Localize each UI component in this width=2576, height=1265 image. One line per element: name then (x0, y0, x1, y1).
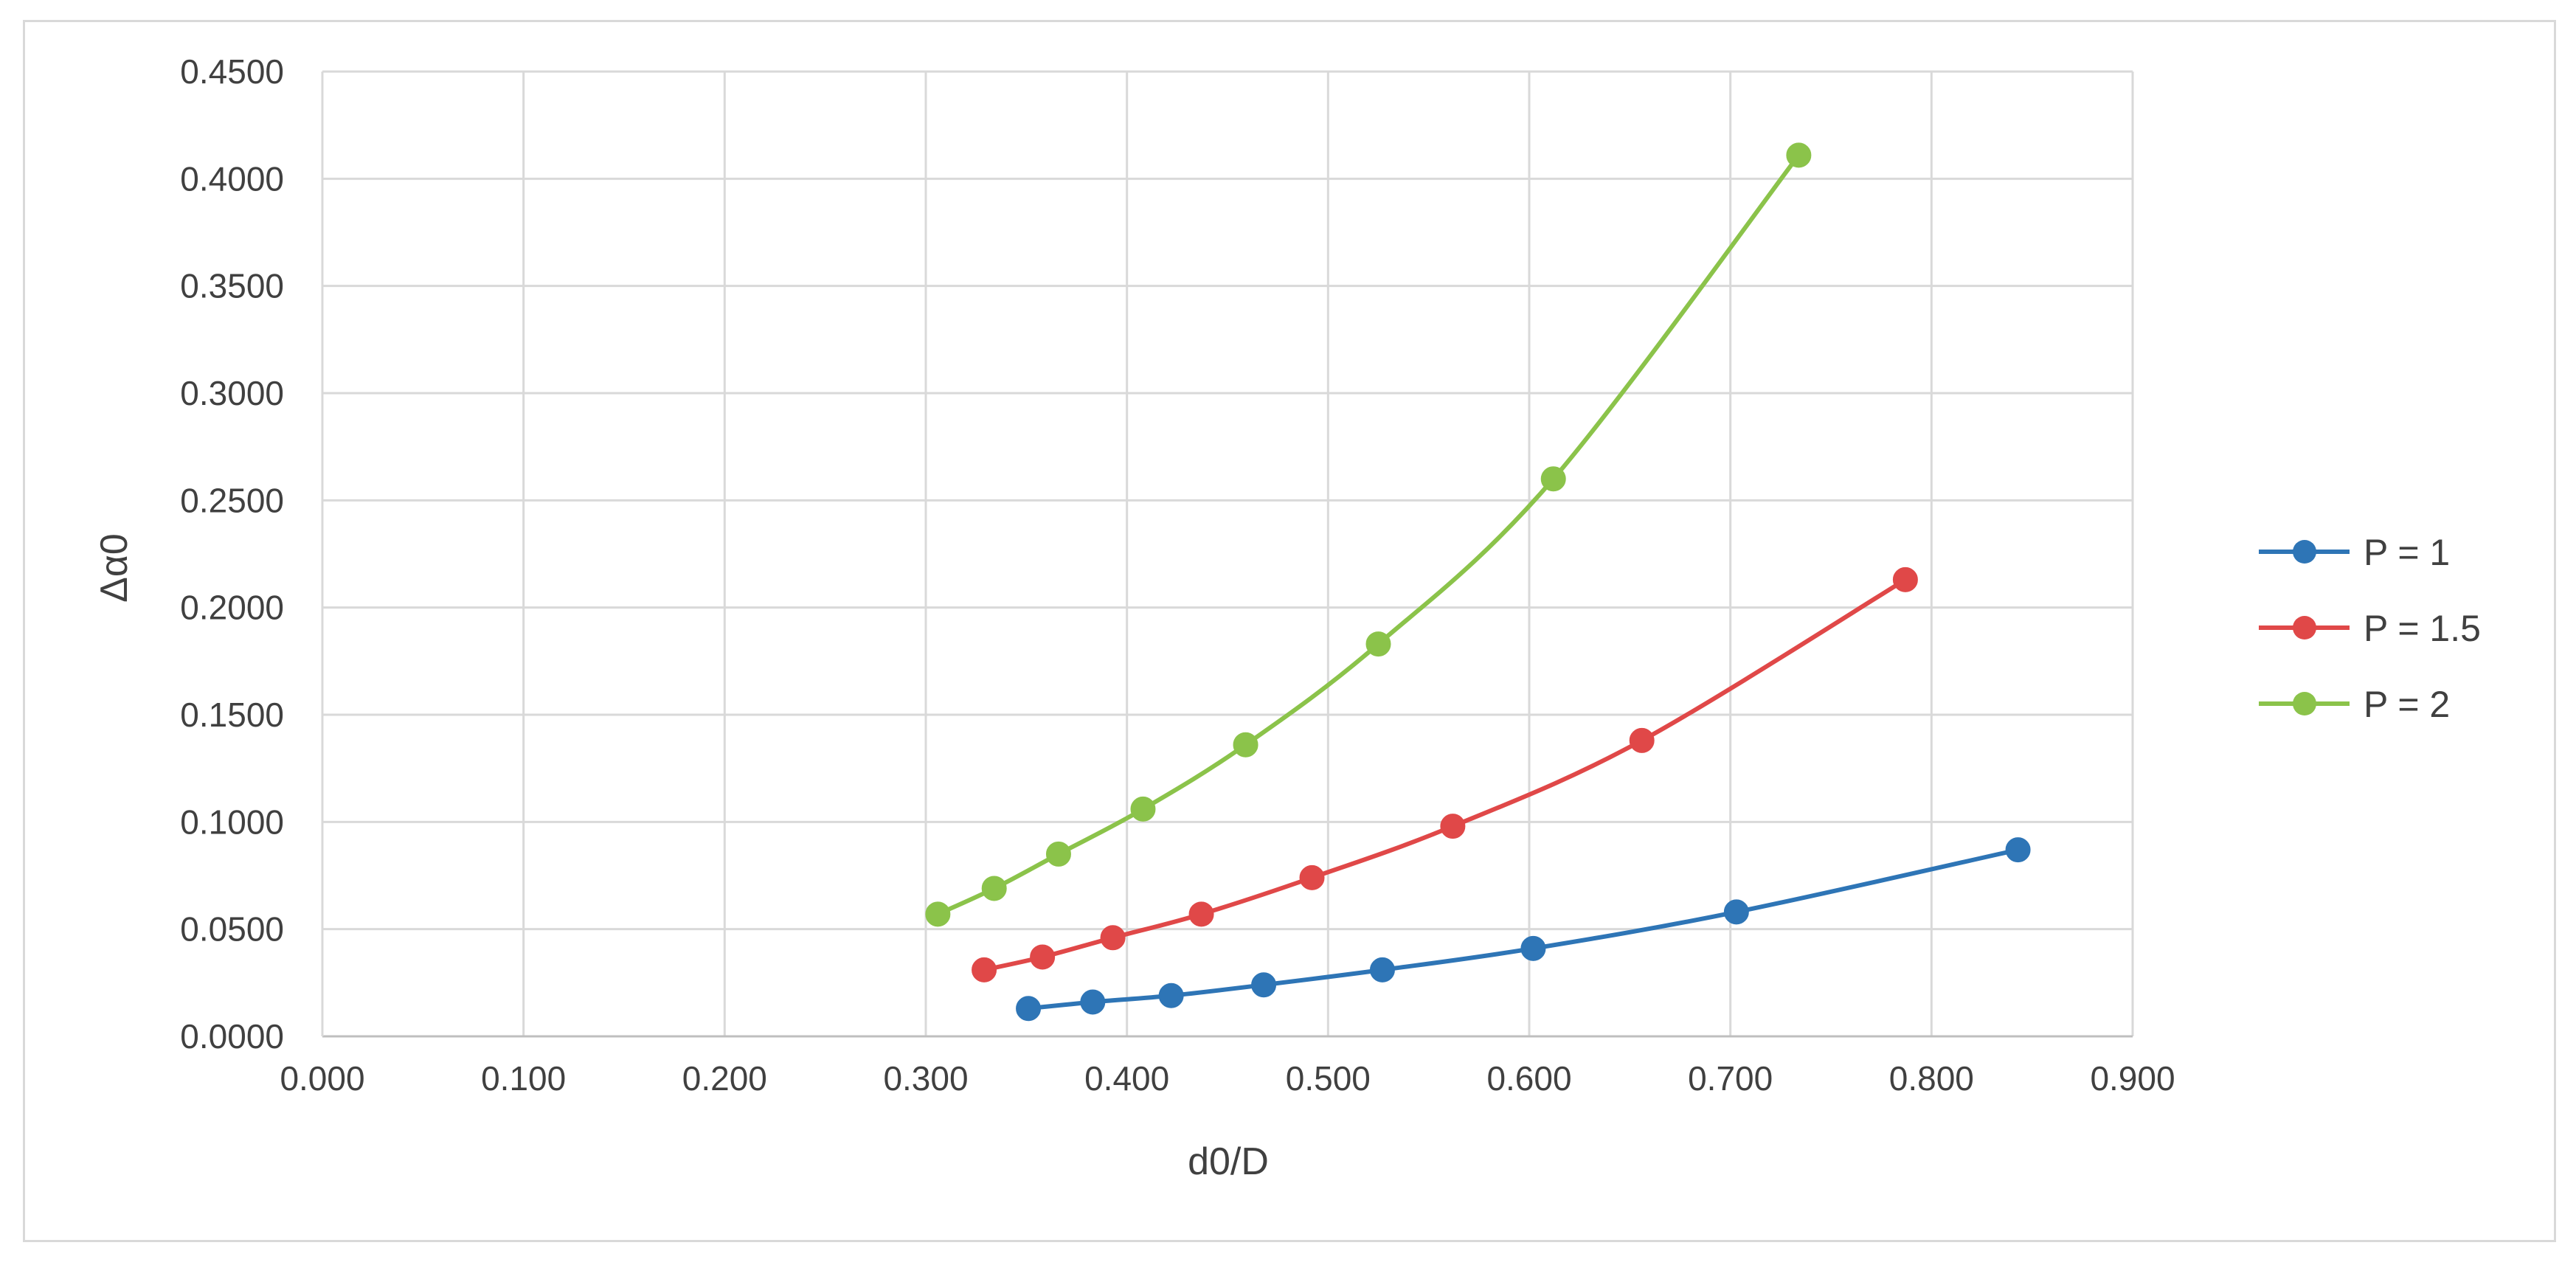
y-tick-label: 0.1000 (180, 803, 284, 841)
data-point (1629, 727, 1655, 753)
x-tick-label: 0.600 (1486, 1059, 1571, 1098)
y-tick-label: 0.4000 (180, 159, 284, 198)
x-tick-label: 0.300 (883, 1059, 968, 1098)
data-point (1540, 466, 1566, 492)
data-point (1080, 989, 1106, 1015)
data-point (1100, 925, 1126, 951)
x-tick-label: 0.000 (280, 1059, 364, 1098)
grid-lines (322, 70, 2134, 1036)
legend-entry: P = 1 (2259, 532, 2450, 573)
x-tick-label: 0.200 (682, 1059, 767, 1098)
legend-label: P = 1 (2364, 532, 2450, 573)
data-point (925, 901, 951, 927)
data-point (1233, 732, 1258, 758)
y-tick-label: 0.2000 (180, 589, 284, 627)
data-point (1188, 901, 1214, 927)
x-tick-label: 0.100 (481, 1059, 566, 1098)
legend-entry: P = 1.5 (2259, 608, 2481, 649)
data-point (1130, 796, 1156, 822)
x-tick-label: 0.900 (2090, 1059, 2175, 1098)
x-tick-label: 0.700 (1688, 1059, 1773, 1098)
series-3 (925, 142, 1812, 927)
data-point (1440, 814, 1466, 839)
data-point (1892, 566, 1918, 592)
data-point (1030, 944, 1056, 970)
legend-label: P = 1.5 (2364, 608, 2481, 649)
data-point (1299, 864, 1325, 890)
axes (321, 72, 2133, 1038)
data-point (1723, 899, 1749, 925)
data-point (1520, 935, 1546, 961)
y-tick-label: 0.3500 (180, 267, 284, 305)
legend-marker (2293, 616, 2316, 640)
x-tick-label: 0.400 (1084, 1059, 1169, 1098)
data-point (981, 876, 1007, 901)
data-point (1016, 996, 1042, 1022)
legend-label: P = 2 (2364, 684, 2450, 725)
legend-marker (2293, 540, 2316, 564)
series-1 (1016, 837, 2031, 1022)
legend: P = 1 P = 1.5 P = 2 (2259, 532, 2481, 725)
x-axis-title: d0/D (1188, 1140, 1269, 1183)
y-tick-label: 0.0500 (180, 910, 284, 949)
y-tick-label: 0.0000 (180, 1017, 284, 1056)
y-axis-title: Δα0 (93, 533, 136, 603)
data-point (1045, 841, 1071, 867)
data-point (1369, 957, 1395, 982)
data-point (1158, 982, 1184, 1008)
data-point (1365, 631, 1391, 657)
data-point (2005, 837, 2031, 863)
y-tick-label: 0.1500 (180, 696, 284, 734)
legend-marker (2293, 692, 2316, 715)
chart-frame (23, 20, 2556, 1242)
data-point (1786, 142, 1812, 168)
series-line (983, 578, 1907, 972)
tick-labels: 0.000 0.100 0.200 0.300 0.400 0.500 0.600 0.700… (180, 52, 2175, 1098)
y-tick-label: 0.4500 (180, 52, 284, 91)
x-tick-label: 0.500 (1286, 1059, 1371, 1098)
series-lines (925, 142, 2031, 1022)
x-tick-label: 0.800 (1889, 1059, 1974, 1098)
series-line (937, 153, 1801, 917)
y-tick-label: 0.3000 (180, 374, 284, 412)
data-point (972, 957, 997, 982)
legend-entry: P = 2 (2259, 684, 2450, 725)
data-point (1251, 972, 1277, 998)
y-tick-label: 0.2500 (180, 481, 284, 519)
series-2 (972, 566, 1918, 982)
